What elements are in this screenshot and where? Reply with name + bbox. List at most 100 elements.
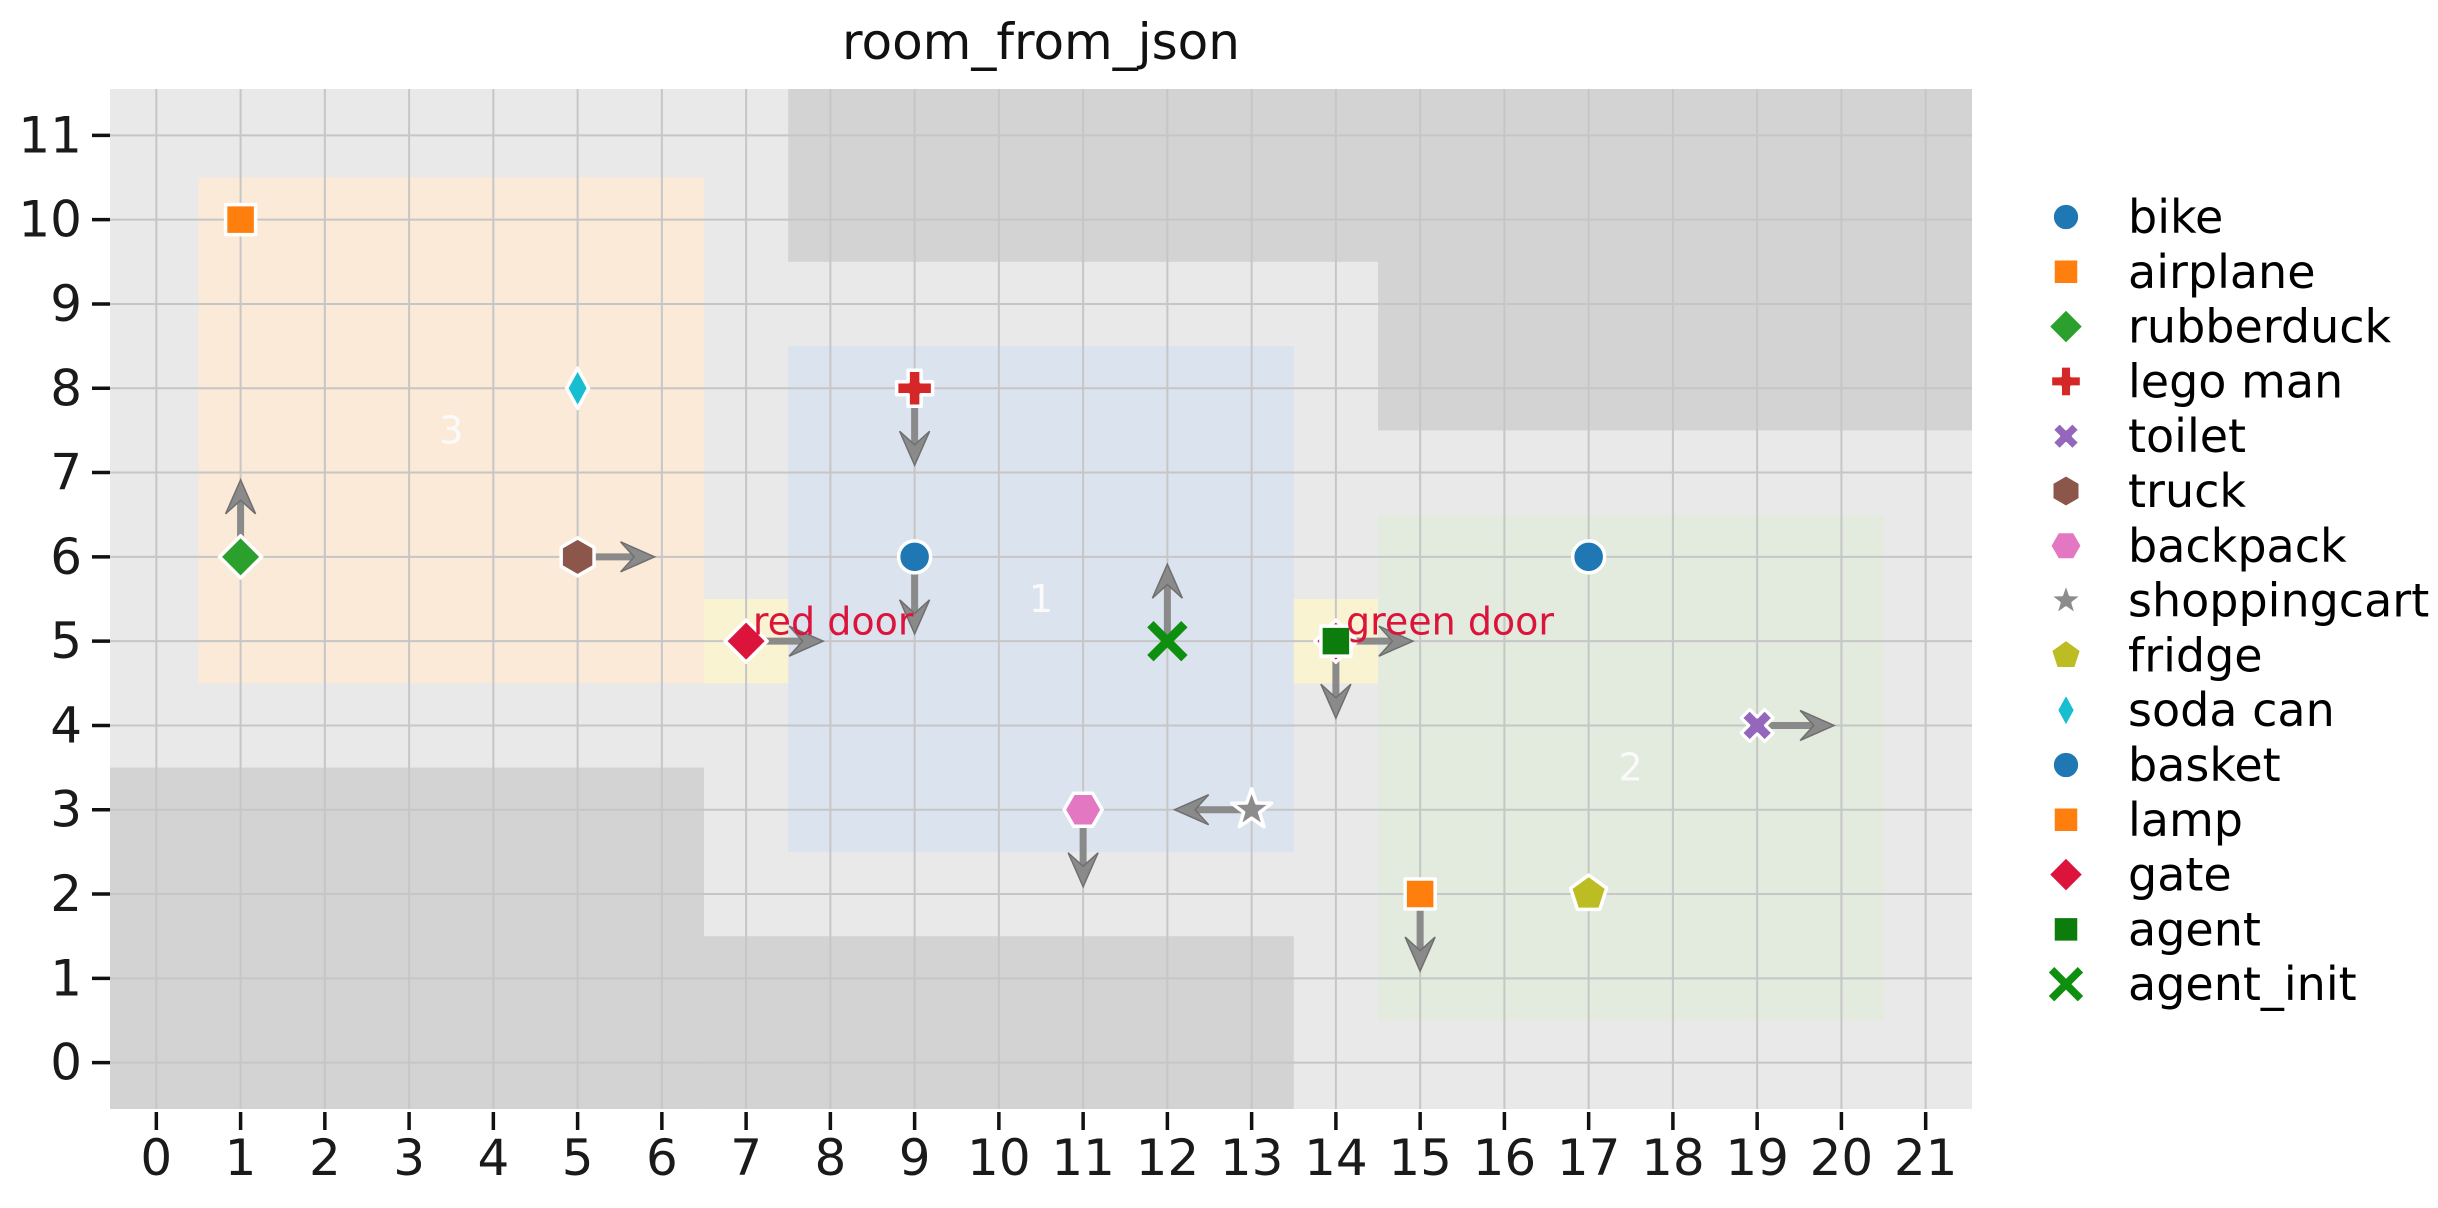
arrow-truck-head [620,541,657,573]
y-axis-ticklabel-4: 4 [50,696,82,754]
x-axis-ticklabel-7: 7 [730,1129,762,1187]
y-axis-ticklabel-9: 9 [50,275,82,333]
legend-marker-bike-shape [2050,201,2082,233]
marker-agent [1319,624,1353,658]
arrow-gate-head [788,625,825,657]
x-axis-ticklabel-10: 10 [967,1129,1031,1187]
door-label-red-door: red door [753,599,914,643]
legend-label-lego-man: lego man [2128,354,2343,408]
marker-shoppingcart-shape [1229,786,1274,829]
legend-label-shoppingcart: shoppingcart [2128,574,2429,628]
marker-toilet-shape [1739,707,1775,743]
legend-label-lamp: lamp [2128,793,2243,847]
legend-marker-airplane [2051,257,2081,287]
x-axis-ticklabel-12: 12 [1136,1129,1200,1187]
arrow-gate-head [1378,625,1415,657]
legend-marker-toilet-shape [2051,421,2081,452]
legend-marker-rubberduck-shape [2046,307,2086,346]
x-axis-ticklabel-13: 13 [1220,1129,1284,1187]
y-axis-ticklabel-7: 7 [50,444,82,502]
marker-fridge [1568,873,1609,912]
x-axis-ticklabel-4: 4 [477,1129,509,1187]
y-axis-ticklabel-2: 2 [50,865,82,923]
marker-truck [559,536,596,578]
legend-marker-toilet [2051,421,2081,452]
marker-soda-can [564,366,591,411]
x-axis-ticklabel-6: 6 [646,1129,678,1187]
marker-backpack-shape [1062,791,1104,828]
marker-shoppingcart [1229,786,1274,829]
legend-label-backpack: backpack [2128,519,2347,573]
marker-fridge-shape [1568,873,1609,912]
marker-bike-shape [896,539,933,575]
arrow-rubberduck-head [224,477,257,515]
x-axis-ticklabel-20: 20 [1810,1129,1874,1187]
legend-marker-truck [2050,473,2082,509]
legend-label-gate: gate [2128,848,2232,902]
x-axis-ticklabel-5: 5 [562,1129,594,1187]
y-axis-ticklabel-0: 0 [50,1034,82,1092]
marker-backpack [1062,791,1104,828]
marker-truck-shape [559,536,596,578]
legend-label-basket: basket [2128,738,2281,792]
chart-title: room_from_json [842,13,1240,71]
marker-basket [1570,539,1607,575]
x-axis-ticklabel-17: 17 [1557,1129,1621,1187]
legend-marker-soda-can [2055,691,2077,729]
wall-top-right [1378,89,1972,431]
legend-label-fridge: fridge [2128,628,2263,682]
legend-marker-shoppingcart-shape [2047,581,2085,617]
legend-marker-agent_init-shape [2048,967,2084,1002]
x-axis-ticklabel-18: 18 [1641,1129,1705,1187]
legend-marker-gate [2046,855,2086,894]
marker-lego-man [894,368,935,409]
wall-bottom-left [110,767,704,1109]
room-label-3: 3 [439,408,463,452]
x-axis-ticklabel-14: 14 [1304,1129,1368,1187]
legend-marker-fridge-shape [2049,637,2083,670]
marker-rubberduck [217,534,264,580]
legend-marker-gate-shape [2046,855,2086,894]
marker-lamp [1403,877,1437,911]
y-axis-ticklabel-8: 8 [50,359,82,417]
marker-airplane [223,202,258,237]
legend-marker-shoppingcart [2047,581,2085,617]
legend-marker-backpack [2048,530,2084,562]
door-label-green-door: green door [1346,599,1554,643]
x-axis-ticklabel-19: 19 [1725,1129,1789,1187]
marker-rubberduck-shape [217,534,264,580]
x-axis-ticklabel-11: 11 [1051,1129,1115,1187]
legend-label-rubberduck: rubberduck [2128,300,2392,354]
arrow-lego-man-head [898,430,931,468]
arrow-agent_init-head [1151,562,1184,599]
room-label-1: 1 [1029,577,1053,621]
room-label-2: 2 [1619,746,1643,790]
y-axis-ticklabel-3: 3 [50,781,82,839]
x-axis-ticklabel-21: 21 [1894,1129,1958,1187]
legend-label-agent_init: agent_init [2128,957,2357,1011]
x-axis-ticklabel-0: 0 [140,1129,172,1187]
arrow-agent-head [1320,683,1352,721]
legend-label-soda-can: soda can [2128,683,2335,737]
x-axis-ticklabel-15: 15 [1388,1129,1452,1187]
legend-marker-lamp-shape [2051,805,2081,835]
marker-airplane-shape [223,202,258,237]
y-axis-ticklabel-5: 5 [50,612,82,670]
x-axis-ticklabel-8: 8 [814,1129,846,1187]
legend-label-airplane: airplane [2128,245,2316,299]
marker-agent_init [1147,620,1188,662]
legend-marker-fridge [2049,637,2083,670]
y-axis-ticklabel-6: 6 [50,528,82,586]
room-1-area [788,346,1294,852]
marker-toilet [1739,707,1775,743]
arrow-bike-head [898,599,931,636]
arrow-backpack-head [1067,852,1099,889]
marker-gate [723,618,769,664]
marker-lego-man-shape [894,368,935,409]
y-axis-ticklabel-10: 10 [18,191,82,249]
legend-label-agent: agent [2128,902,2261,956]
x-axis-ticklabel-16: 16 [1473,1129,1537,1187]
legend-label-toilet: toilet [2128,409,2246,463]
